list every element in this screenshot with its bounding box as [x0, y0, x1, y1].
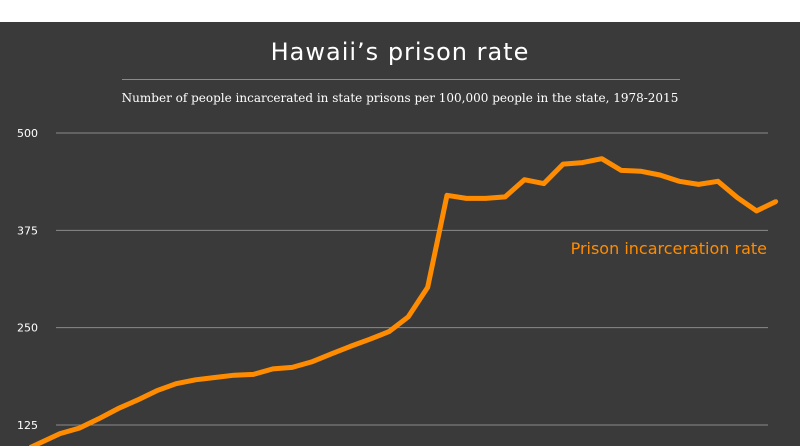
- data-point-1998: [444, 193, 450, 198]
- data-point-2003: [541, 181, 546, 186]
- data-point-2008: [638, 169, 643, 174]
- series-layer: Prison incarceration rate: [28, 156, 779, 446]
- data-point-2014: [754, 208, 759, 214]
- data-point-2005: [580, 160, 585, 165]
- data-point-2004: [560, 161, 566, 167]
- chart-title: Hawaii’s prison rate: [270, 38, 530, 66]
- data-point-1978: [57, 431, 63, 436]
- data-point-1979: [77, 425, 82, 431]
- data-point-2009: [657, 172, 663, 178]
- series-label: Prison incarceration rate: [571, 239, 767, 258]
- data-point-1981: [115, 406, 121, 411]
- data-point-1996: [406, 314, 411, 319]
- gridlines: [56, 132, 768, 426]
- data-point-2015: [773, 199, 779, 204]
- data-point-2000: [483, 196, 488, 201]
- chart-subtitle: Number of people incarcerated in state p…: [121, 91, 679, 105]
- y-tick-label: 375: [17, 224, 38, 237]
- data-point-1984: [173, 381, 179, 386]
- y-axis-ticks: 500 375 250 125: [17, 127, 38, 432]
- data-point-1985: [193, 377, 198, 382]
- chart-panel: Hawaii’s prison rate Number of people in…: [0, 22, 800, 446]
- data-point-2010: [677, 179, 682, 184]
- data-point-2012: [715, 179, 721, 184]
- data-point-2011: [696, 182, 701, 187]
- data-point-1986: [212, 375, 217, 380]
- y-tick-label: 125: [17, 419, 38, 432]
- data-point-2001: [502, 194, 508, 200]
- data-point-1997: [425, 285, 430, 290]
- y-tick-label: 500: [17, 127, 38, 140]
- data-point-2007: [619, 168, 624, 173]
- data-point-2013: [735, 195, 740, 200]
- series-line: [28, 156, 778, 446]
- data-point-1989: [270, 366, 276, 372]
- plot-area: 500 375 250 125 Prison incarceration rate: [17, 127, 779, 446]
- data-point-1995: [386, 329, 392, 334]
- title-divider: [122, 79, 680, 80]
- data-point-1983: [154, 388, 159, 393]
- data-point-1999: [464, 196, 469, 201]
- data-point-1982: [135, 397, 140, 403]
- data-point-1993: [348, 344, 353, 349]
- data-point-1988: [251, 372, 256, 377]
- data-point-1980: [96, 416, 101, 421]
- data-point-2006: [599, 156, 604, 161]
- data-point-1994: [367, 337, 372, 342]
- y-tick-label: 250: [17, 322, 38, 335]
- data-point-2002: [522, 177, 527, 182]
- data-point-1992: [328, 351, 334, 357]
- data-point-1991: [309, 359, 314, 365]
- data-point-1987: [232, 373, 237, 378]
- data-point-1990: [290, 365, 295, 370]
